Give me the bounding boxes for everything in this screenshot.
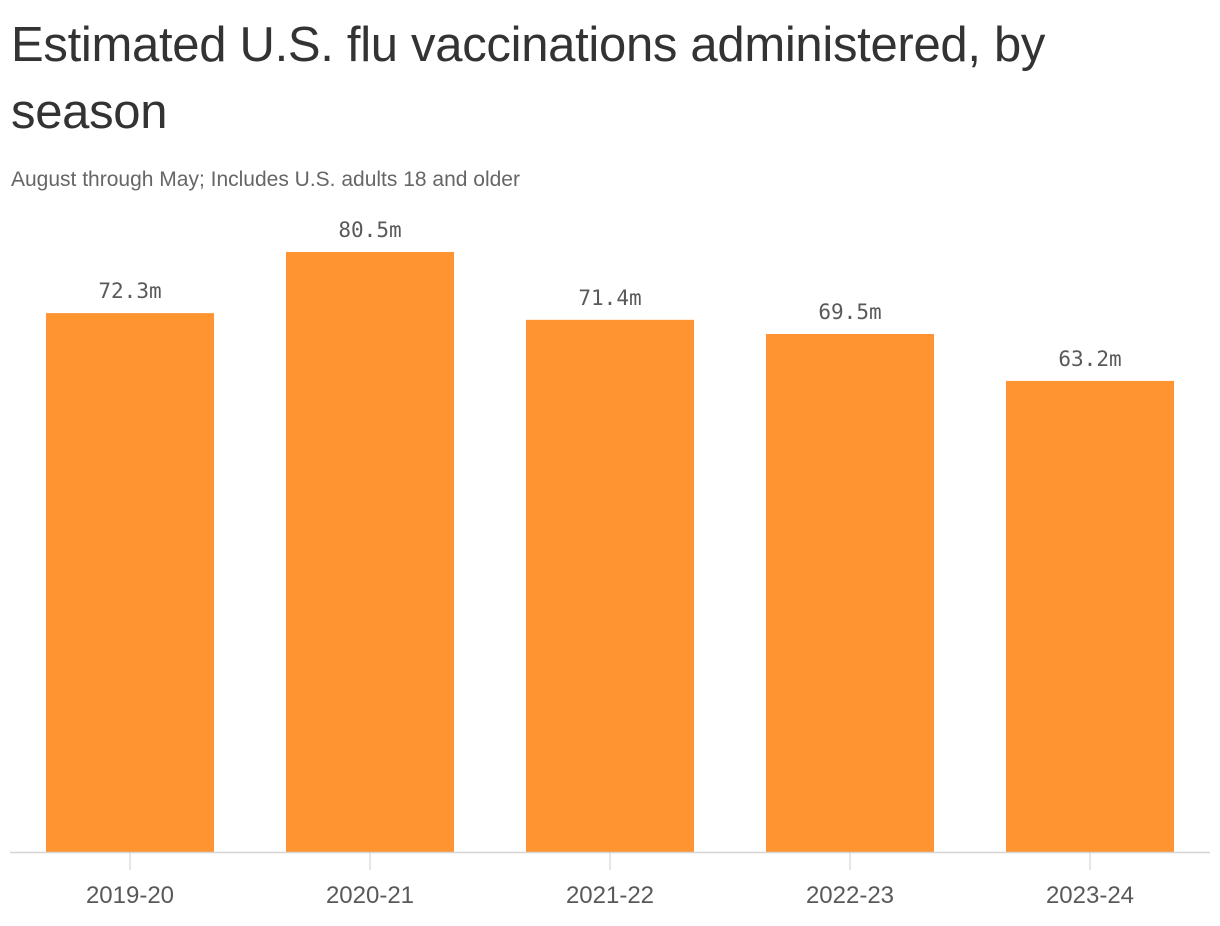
chart-title: Estimated U.S. flu vaccinations administ… — [11, 18, 1046, 139]
value-labels-group: 72.3m 80.5m 71.4m 69.5m 63.2m — [98, 218, 1121, 371]
x-axis-tick-label: 2019-20 — [86, 882, 174, 909]
bar-2020-21 — [286, 252, 454, 852]
bar-2021-22 — [526, 319, 694, 853]
x-axis-labels-group: 2019-20 2020-21 2021-22 2022-23 2023-24 — [86, 882, 1134, 909]
bar-2023-24 — [1006, 380, 1174, 852]
bar-2019-20 — [46, 313, 214, 852]
x-axis-tick-label: 2020-21 — [326, 882, 414, 909]
bar-value-label: 72.3m — [98, 279, 161, 303]
bar-value-label: 63.2m — [1058, 347, 1121, 371]
x-axis-tick-label: 2023-24 — [1046, 882, 1134, 909]
x-axis-ticks-group — [129, 852, 1091, 870]
bar-value-label: 71.4m — [578, 286, 641, 310]
x-axis-tick-label: 2022-23 — [806, 882, 894, 909]
x-axis-tick-label: 2021-22 — [566, 882, 654, 909]
bar-value-label: 80.5m — [338, 218, 401, 242]
bar-value-label: 69.5m — [818, 300, 881, 324]
bar-2022-23 — [766, 333, 934, 853]
bars-group — [46, 252, 1174, 853]
chart-subtitle: August through May; Includes U.S. adults… — [11, 168, 520, 191]
